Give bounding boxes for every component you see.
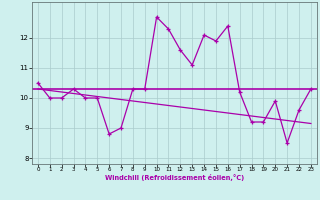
X-axis label: Windchill (Refroidissement éolien,°C): Windchill (Refroidissement éolien,°C) (105, 174, 244, 181)
